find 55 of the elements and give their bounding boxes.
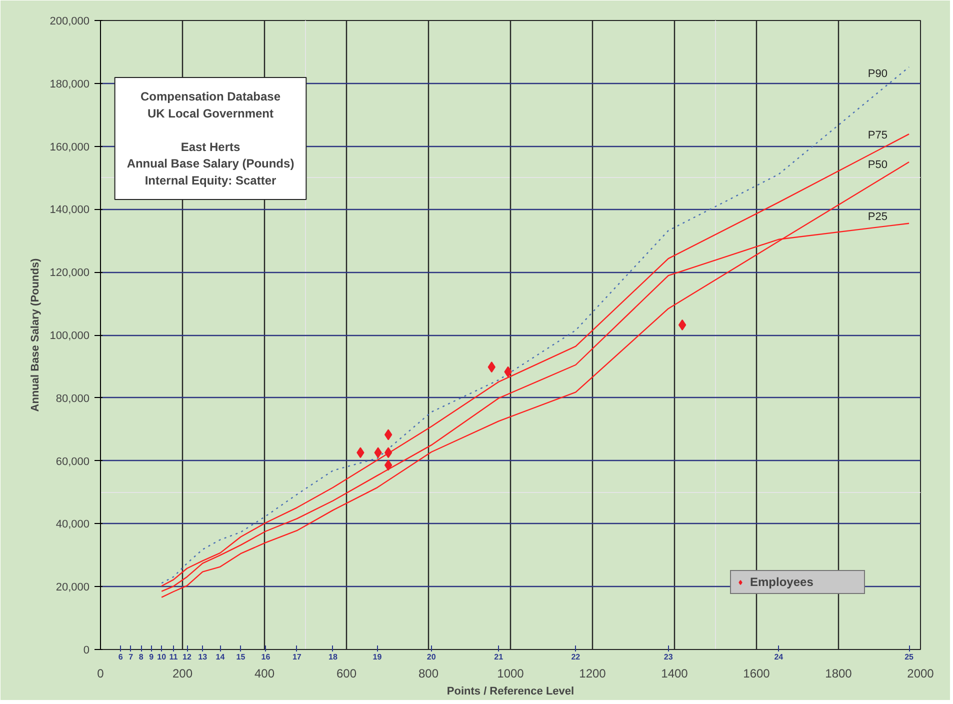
text: 11 xyxy=(169,652,178,662)
text: 17 xyxy=(292,652,302,662)
text: 22 xyxy=(571,652,581,662)
y-tick-label: 0 xyxy=(83,644,90,656)
text: 6 xyxy=(118,652,124,662)
x-tick-label: 1000 xyxy=(497,666,524,680)
y-tick-label: 160,000 xyxy=(50,141,90,154)
text: 24 xyxy=(774,652,784,662)
x-tick-label: 2000 xyxy=(907,666,934,680)
x-tick-label: 1800 xyxy=(825,666,852,680)
point xyxy=(384,429,392,440)
text: 18 xyxy=(328,652,338,662)
text: 10 xyxy=(157,652,167,662)
y-tick-label: 80,000 xyxy=(56,392,90,405)
y-tick-label: 180,000 xyxy=(50,78,90,90)
y-tick-label: 20,000 xyxy=(56,582,90,594)
text: 12 xyxy=(182,652,192,662)
text: 13 xyxy=(198,652,208,662)
point xyxy=(384,447,392,458)
y-tick-label: 40,000 xyxy=(56,518,90,531)
text: 7 xyxy=(128,652,134,662)
y-tick-label: 200,000 xyxy=(50,16,90,28)
x-tick-label: 0 xyxy=(97,666,104,680)
y-tick-label: 120,000 xyxy=(50,267,90,280)
text: Compensation Database UK Local Government xyxy=(140,90,281,120)
x-tick-label: 600 xyxy=(336,666,357,680)
x-tick-label: 200 xyxy=(172,666,193,680)
text: 15 xyxy=(236,652,246,662)
x-tick-label: 1400 xyxy=(661,666,688,680)
series-label: P50 xyxy=(868,158,888,171)
series-label: P75 xyxy=(868,129,888,142)
series-label: P90 xyxy=(868,68,888,80)
text: 14 xyxy=(216,652,226,662)
y-tick-label: 100,000 xyxy=(50,330,90,342)
y-axis-title: Annual Base Salary (Pounds) xyxy=(30,258,42,412)
text: 25 xyxy=(904,652,914,662)
x-tick-label: 400 xyxy=(254,666,275,680)
point xyxy=(384,460,392,471)
text: 16 xyxy=(261,652,271,662)
x-tick-label: 1600 xyxy=(743,666,770,680)
point xyxy=(678,319,686,330)
text: 9 xyxy=(149,652,154,662)
y-tick-label: 140,000 xyxy=(50,204,90,216)
text: East Herts Annual Base Salary (Pounds) Internal Equity: Scatter xyxy=(126,140,294,188)
series-label: P25 xyxy=(868,210,888,223)
text: 8 xyxy=(138,652,144,662)
text: 20 xyxy=(426,652,436,662)
text: 23 xyxy=(664,652,674,662)
y-tick-label: 60,000 xyxy=(56,456,90,468)
legend-label: Employees xyxy=(750,575,814,589)
x-tick-label: 800 xyxy=(418,666,439,680)
text: 21 xyxy=(494,652,504,662)
x-tick-label: 1200 xyxy=(579,666,606,680)
x-axis-title: Points / Reference Level xyxy=(446,686,574,698)
text: 19 xyxy=(372,652,382,662)
